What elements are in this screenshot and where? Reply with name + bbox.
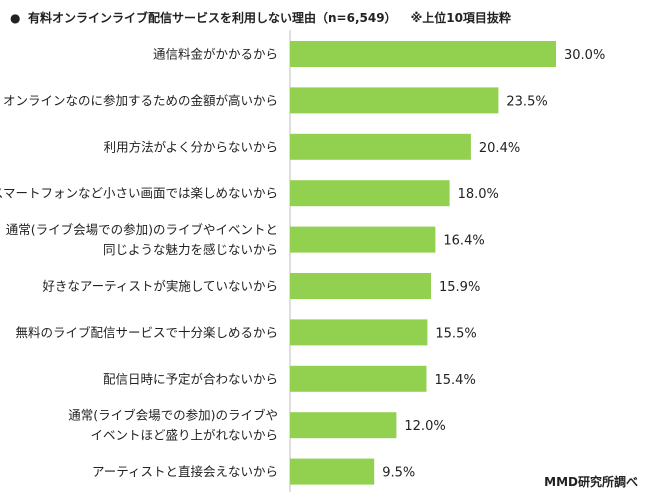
- category-label-line: 同じような魅力を感じないから: [103, 242, 278, 257]
- value-label-5: 16.4%: [443, 234, 484, 249]
- category-label-line: 通信料金がかかるから: [153, 47, 278, 62]
- category-label-line: 通常(ライブ会場での参加)のライブやイベントと: [6, 222, 278, 237]
- category-label-8: 配信日時に予定が合わないから: [103, 371, 278, 386]
- category-label-3: 利用方法がよく分からないから: [104, 139, 278, 154]
- value-label-8: 15.4%: [435, 373, 476, 388]
- bar-10: [290, 458, 375, 485]
- value-label-6: 15.9%: [439, 280, 480, 295]
- category-label-line: スマートフォンなど小さい画面では楽しめないから: [0, 186, 278, 201]
- value-label-2: 23.5%: [506, 94, 547, 109]
- bar-2: [290, 87, 499, 114]
- category-label-line: イベントほど盛り上がれないから: [90, 428, 278, 443]
- bar-8: [290, 365, 427, 392]
- category-label-4: スマートフォンなど小さい画面では楽しめないから: [0, 186, 278, 201]
- category-label-line: 好きなアーティストが実施していないから: [42, 279, 278, 294]
- title-bullet-icon: ●: [10, 11, 21, 25]
- value-label-4: 18.0%: [458, 187, 499, 202]
- category-label-line: オンラインなのに参加するための金額が高いから: [3, 93, 278, 108]
- chart-note: ※上位10項目抜粋: [410, 11, 511, 25]
- value-label-3: 20.4%: [479, 141, 520, 156]
- bar-5: [290, 226, 436, 253]
- category-label-line: 利用方法がよく分からないから: [104, 139, 278, 154]
- bar-6: [290, 273, 431, 299]
- category-label-2: オンラインなのに参加するための金額が高いから: [3, 93, 278, 108]
- category-label-line: 配信日時に予定が合わないから: [103, 371, 278, 386]
- bar-9: [290, 412, 397, 439]
- bar-7: [290, 319, 428, 346]
- category-label-line: 無料のライブ配信サービスで十分楽しめるから: [15, 325, 278, 340]
- chart-title: 有料オンラインライブ配信サービスを利用しない理由（n=6,549）: [28, 11, 397, 25]
- source-credit: MMD研究所調べ: [544, 475, 638, 489]
- value-label-1: 30.0%: [564, 48, 605, 63]
- bar-1: [290, 41, 556, 67]
- category-label-line: 通常(ライブ会場での参加)のライブや: [68, 408, 278, 423]
- value-label-9: 12.0%: [404, 419, 445, 434]
- value-label-10: 9.5%: [382, 466, 415, 481]
- chart-title-row: ● 有料オンラインライブ配信サービスを利用しない理由（n=6,549） ※上位10項…: [10, 9, 511, 26]
- category-label-9: 通常(ライブ会場での参加)のライブやイベントほど盛り上がれないから: [68, 408, 278, 443]
- category-label-7: 無料のライブ配信サービスで十分楽しめるから: [15, 325, 278, 340]
- bar-3: [290, 133, 471, 160]
- category-label-5: 通常(ライブ会場での参加)のライブやイベントと同じような魅力を感じないから: [6, 222, 278, 257]
- category-label-1: 通信料金がかかるから: [153, 47, 278, 62]
- value-label-7: 15.5%: [435, 326, 476, 341]
- category-label-line: アーティストと直接会えないから: [92, 464, 278, 479]
- category-label-6: 好きなアーティストが実施していないから: [42, 279, 278, 294]
- category-label-10: アーティストと直接会えないから: [92, 464, 278, 479]
- bar-4: [290, 180, 450, 207]
